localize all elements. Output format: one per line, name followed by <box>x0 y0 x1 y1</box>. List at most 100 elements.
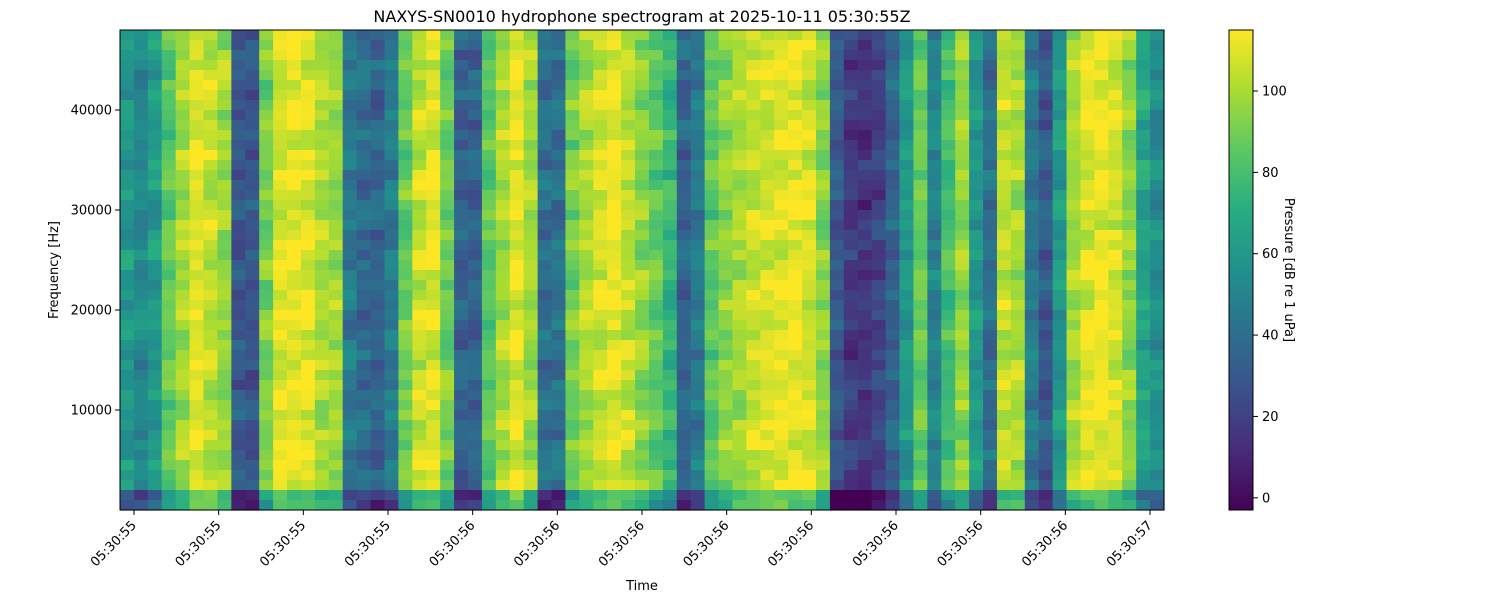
heatmap-cell <box>1066 260 1082 271</box>
heatmap-cell <box>816 340 831 351</box>
heatmap-cell <box>537 190 553 201</box>
heatmap-cell <box>565 130 580 141</box>
heatmap-cell <box>189 150 205 161</box>
heatmap-cell <box>468 170 483 181</box>
heatmap-cell <box>676 270 692 281</box>
heatmap-cell <box>175 290 191 301</box>
heatmap-cell <box>1038 160 1054 171</box>
heatmap-cell <box>1094 360 1109 371</box>
heatmap-cell <box>899 210 915 221</box>
heatmap-cell <box>829 350 845 361</box>
heatmap-cell <box>996 220 1012 231</box>
heatmap-cell <box>273 210 288 221</box>
heatmap-cell <box>676 160 692 171</box>
heatmap-cell <box>120 100 135 111</box>
heatmap-cell <box>454 340 469 351</box>
heatmap-cell <box>509 310 525 321</box>
heatmap-cell <box>1010 100 1026 111</box>
heatmap-cell <box>356 150 372 161</box>
heatmap-cell <box>217 180 232 191</box>
heatmap-cell <box>788 130 803 141</box>
heatmap-cell <box>509 400 525 411</box>
heatmap-cell <box>760 220 775 231</box>
heatmap-cell <box>273 50 288 61</box>
heatmap-cell <box>454 230 469 241</box>
heatmap-cell <box>1038 100 1054 111</box>
heatmap-cell <box>579 150 594 161</box>
heatmap-cell <box>607 500 622 511</box>
heatmap-cell <box>1038 440 1054 451</box>
heatmap-cell <box>593 160 608 171</box>
heatmap-cell <box>1010 70 1026 81</box>
heatmap-cell <box>1066 370 1082 381</box>
heatmap-cell <box>843 200 859 211</box>
heatmap-cell <box>871 450 887 461</box>
heatmap-cell <box>217 400 232 411</box>
heatmap-cell <box>287 230 302 241</box>
x-tick-label: 05:30:56 <box>935 518 987 570</box>
heatmap-cell <box>648 100 664 111</box>
heatmap-cell <box>621 370 636 381</box>
heatmap-cell <box>412 480 427 491</box>
heatmap-cell <box>440 380 455 391</box>
heatmap-cell <box>328 450 344 461</box>
heatmap-cell <box>189 440 205 451</box>
heatmap-cell <box>1136 130 1151 141</box>
heatmap-cell <box>635 30 650 41</box>
heatmap-cell <box>426 30 441 41</box>
heatmap-cell <box>829 490 845 501</box>
heatmap-cell <box>621 160 636 171</box>
heatmap-cell <box>342 160 358 171</box>
heatmap-cell <box>468 430 483 441</box>
heatmap-cell <box>495 470 511 481</box>
heatmap-cell <box>147 470 163 481</box>
heatmap-cell <box>273 170 288 181</box>
heatmap-cell <box>760 140 775 151</box>
heatmap-cell <box>621 320 636 331</box>
heatmap-cell <box>537 220 553 231</box>
heatmap-cell <box>1136 450 1151 461</box>
heatmap-cell <box>593 490 608 501</box>
heatmap-cell <box>621 220 636 231</box>
heatmap-cell <box>1066 80 1082 91</box>
heatmap-cell <box>217 300 232 311</box>
heatmap-cell <box>551 430 567 441</box>
heatmap-cell <box>342 430 358 441</box>
heatmap-cell <box>1024 450 1040 461</box>
heatmap-cell <box>370 160 386 171</box>
heatmap-cell <box>899 130 915 141</box>
heatmap-cell <box>370 80 386 91</box>
heatmap-cell <box>704 240 720 251</box>
heatmap-cell <box>648 120 664 131</box>
heatmap-cell <box>231 370 246 381</box>
heatmap-cell <box>314 210 330 221</box>
heatmap-cell <box>523 380 539 391</box>
heatmap-cell <box>983 120 998 131</box>
heatmap-cell <box>537 140 553 151</box>
heatmap-cell <box>941 410 956 421</box>
heatmap-cell <box>1066 330 1082 341</box>
heatmap-cell <box>189 450 205 461</box>
heatmap-cell <box>816 220 831 231</box>
heatmap-cell <box>1108 70 1123 81</box>
colorbar-label: Pressure [dB re 1 uPa] <box>1281 198 1296 342</box>
heatmap-cell <box>621 380 636 391</box>
heatmap-cell <box>1066 270 1082 281</box>
heatmap-cell <box>412 240 427 251</box>
heatmap-cell <box>621 90 636 101</box>
heatmap-cell <box>495 200 511 211</box>
heatmap-cell <box>1150 100 1165 111</box>
heatmap-cell <box>454 40 469 51</box>
heatmap-cell <box>523 460 539 471</box>
heatmap-cell <box>314 200 330 211</box>
heatmap-cell <box>537 460 553 471</box>
heatmap-cell <box>287 370 302 381</box>
heatmap-cell <box>259 370 274 381</box>
heatmap-cell <box>509 240 525 251</box>
heatmap-cell <box>1010 280 1026 291</box>
heatmap-cell <box>829 500 845 511</box>
heatmap-cell <box>662 500 678 511</box>
heatmap-cell <box>231 210 246 221</box>
heatmap-cell <box>1150 130 1165 141</box>
